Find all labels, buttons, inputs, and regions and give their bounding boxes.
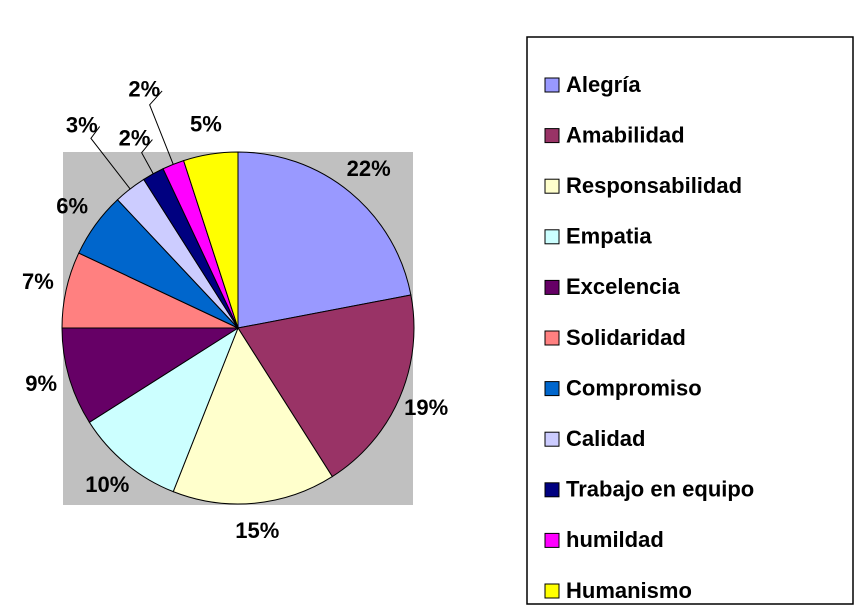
pie-slice [88,326,240,493]
legend-swatch [544,482,560,498]
legend-swatch [544,330,560,346]
leader-line [90,126,131,190]
legend-label: Compromiso [566,375,702,400]
pie-slice [61,327,240,423]
legend-swatch [544,178,560,194]
legend-swatch [544,431,560,447]
legend-swatch [544,77,560,93]
legend-label: Humanismo [566,578,692,603]
data-label: 7% [22,269,54,294]
data-label: 9% [25,371,57,396]
legend-label: Trabajo en equipo [566,477,754,502]
legend-label: Alegría [566,72,641,97]
legend-swatch [544,279,560,295]
legend-label: humildad [566,527,664,552]
legend-label: Empatia [566,224,652,249]
data-label: 5% [190,111,222,136]
data-label: 3% [66,112,98,137]
data-label: 2% [128,77,160,102]
data-label: 10% [85,472,129,497]
pie-slice [182,151,239,329]
data-label: 15% [235,518,279,543]
data-label: 6% [56,193,88,218]
legend-swatch [544,229,560,245]
leader-line [149,90,174,165]
legend-swatch [544,381,560,397]
leader-line [141,139,154,175]
pie-slice [237,151,412,329]
data-label: 22% [347,156,391,181]
legend-label: Calidad [566,426,645,451]
legend-swatch [544,532,560,548]
pie-slice [237,294,415,478]
data-label: 2% [119,125,151,150]
data-label: 19% [404,395,448,420]
legend-label: Excelencia [566,274,681,299]
legend-box [526,36,854,605]
legend-label: Amabilidad [566,122,685,147]
legend-label: Solidaridad [566,325,686,350]
legend-label: Responsabilidad [566,173,742,198]
legend-swatch [544,128,560,144]
pie-slice [172,326,333,505]
legend-swatch [544,583,560,599]
